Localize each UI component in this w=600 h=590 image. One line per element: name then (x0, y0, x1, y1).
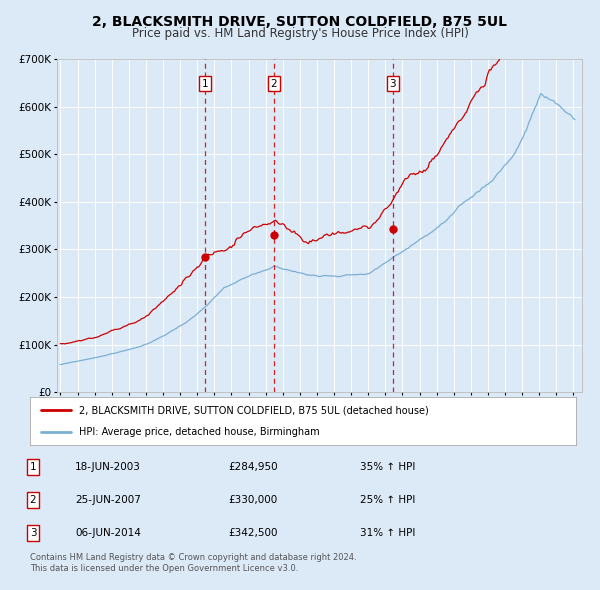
Text: 25-JUN-2007: 25-JUN-2007 (75, 495, 141, 505)
Text: Price paid vs. HM Land Registry's House Price Index (HPI): Price paid vs. HM Land Registry's House … (131, 27, 469, 40)
Text: £330,000: £330,000 (228, 495, 277, 505)
Text: 2: 2 (271, 78, 277, 88)
Text: £284,950: £284,950 (228, 462, 278, 472)
Text: 06-JUN-2014: 06-JUN-2014 (75, 528, 141, 538)
Text: 31% ↑ HPI: 31% ↑ HPI (360, 528, 415, 538)
Text: 18-JUN-2003: 18-JUN-2003 (75, 462, 141, 472)
Text: Contains HM Land Registry data © Crown copyright and database right 2024.
This d: Contains HM Land Registry data © Crown c… (30, 553, 356, 573)
Text: 2: 2 (29, 495, 37, 505)
Text: HPI: Average price, detached house, Birmingham: HPI: Average price, detached house, Birm… (79, 427, 320, 437)
Text: 35% ↑ HPI: 35% ↑ HPI (360, 462, 415, 472)
Text: 3: 3 (389, 78, 396, 88)
Text: 1: 1 (202, 78, 208, 88)
Text: 2, BLACKSMITH DRIVE, SUTTON COLDFIELD, B75 5UL (detached house): 2, BLACKSMITH DRIVE, SUTTON COLDFIELD, B… (79, 405, 429, 415)
Text: 25% ↑ HPI: 25% ↑ HPI (360, 495, 415, 505)
Text: £342,500: £342,500 (228, 528, 277, 538)
Text: 2, BLACKSMITH DRIVE, SUTTON COLDFIELD, B75 5UL: 2, BLACKSMITH DRIVE, SUTTON COLDFIELD, B… (92, 15, 508, 29)
Text: 3: 3 (29, 528, 37, 538)
Text: 1: 1 (29, 462, 37, 472)
